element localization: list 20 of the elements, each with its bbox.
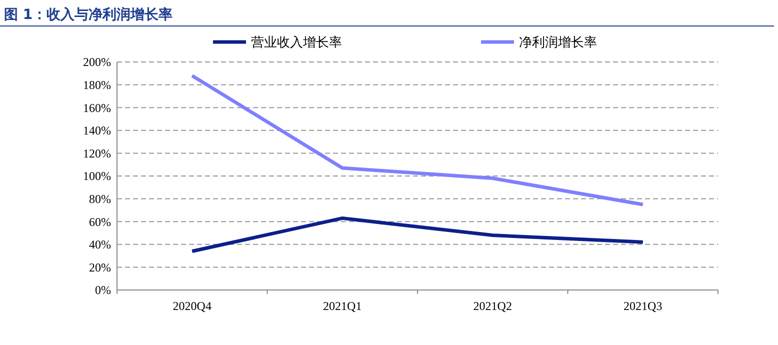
- line-series: [190, 74, 645, 206]
- y-tick-label: 140%: [83, 124, 111, 138]
- x-tick-label: 2021Q2: [473, 299, 512, 313]
- x-tick-label: 2021Q3: [624, 299, 662, 313]
- x-tick-label: 2020Q4: [172, 299, 212, 313]
- legend-label: 营业收入增长率: [251, 34, 342, 51]
- y-tick-label: 200%: [83, 55, 111, 70]
- x-tick-label: 2021Q1: [323, 299, 362, 313]
- y-tick-label: 0%: [95, 283, 111, 298]
- y-tick-label: 60%: [89, 214, 111, 229]
- y-tick-label: 160%: [83, 100, 111, 115]
- y-tick-label: 120%: [83, 146, 111, 160]
- y-tick-label: 180%: [83, 78, 111, 92]
- legend-label: 净利润增长率: [519, 34, 597, 51]
- chart-title: 图 1：收入与净利润增长率: [4, 6, 173, 23]
- y-tick-label: 100%: [83, 169, 111, 184]
- y-tick-label: 80%: [89, 192, 111, 206]
- line-series: [190, 216, 645, 253]
- y-tick-label: 20%: [89, 260, 111, 274]
- y-tick-label: 40%: [89, 238, 111, 252]
